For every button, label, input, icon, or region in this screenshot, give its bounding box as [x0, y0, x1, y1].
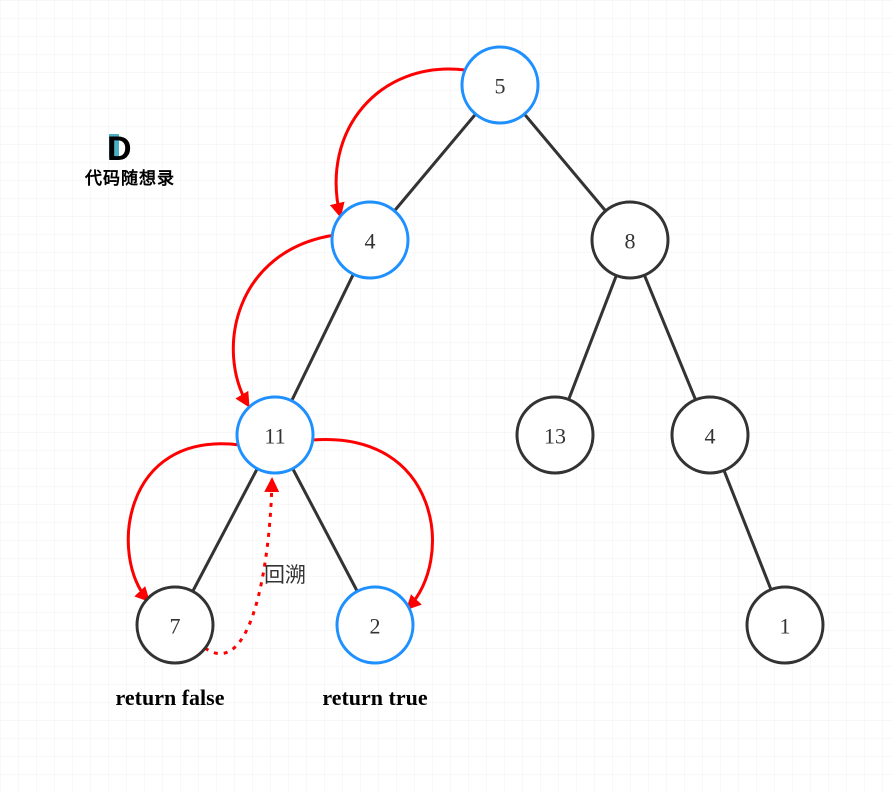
tree-node-label: 11: [264, 424, 285, 449]
watermark-logo: D 代码随想录: [85, 130, 175, 189]
brand-letter: D: [107, 130, 132, 169]
tree-node-label: 4: [365, 229, 376, 254]
backtrack-label: 回溯: [264, 563, 306, 587]
tree-node: 5: [462, 47, 538, 123]
return-false-label: return false: [116, 685, 225, 710]
background-grid: [0, 0, 892, 792]
tree-node: 13: [517, 397, 593, 473]
tree-node-label: 13: [544, 424, 566, 449]
tree-node: 7: [137, 587, 213, 663]
tree-node: 4: [672, 397, 748, 473]
diagram-canvas: 5 4 8 11 13 4 7 2 1 回溯 return false return true D 代…: [0, 0, 892, 792]
tree-node: 1: [747, 587, 823, 663]
tree-node: 2: [337, 587, 413, 663]
tree-node-label: 2: [370, 614, 381, 639]
tree-node: 4: [332, 202, 408, 278]
tree-node-label: 5: [495, 74, 506, 99]
tree-node: 8: [592, 202, 668, 278]
tree-node-label: 7: [170, 614, 181, 639]
tree-node-label: 1: [780, 614, 791, 639]
tree-node-label: 8: [625, 229, 636, 254]
tree-node-label: 4: [705, 424, 716, 449]
tree-svg: 5 4 8 11 13 4 7 2 1 回溯 return false return true: [0, 0, 892, 792]
tree-node: 11: [237, 397, 313, 473]
return-true-label: return true: [322, 685, 428, 710]
